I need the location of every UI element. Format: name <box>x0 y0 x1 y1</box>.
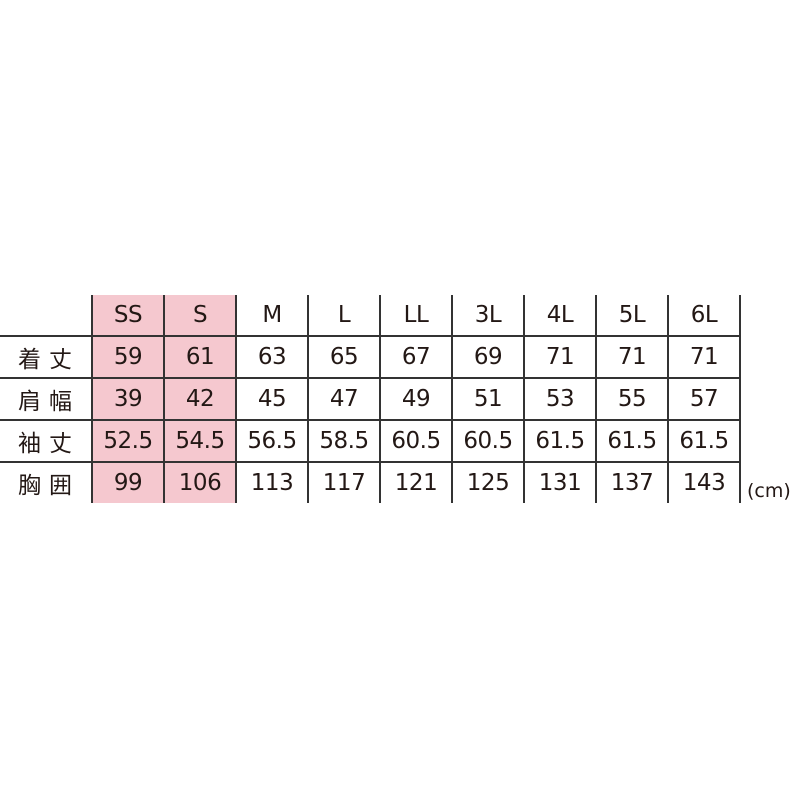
size-header: 4L <box>523 295 597 337</box>
table-cell: 71 <box>523 335 597 379</box>
table-cell: 45 <box>235 377 309 421</box>
row-label: 胸囲 <box>0 461 93 503</box>
table-cell: 61.5 <box>595 419 669 463</box>
table-cell: 51 <box>451 377 525 421</box>
size-header: S <box>163 295 237 337</box>
table-cell: 54.5 <box>163 419 237 463</box>
table-cell: 55 <box>595 377 669 421</box>
corner-cell <box>0 295 93 337</box>
table-cell: 143 <box>667 461 741 503</box>
table-cell: 61 <box>163 335 237 379</box>
table-cell: 53 <box>523 377 597 421</box>
table-cell: 131 <box>523 461 597 503</box>
table-cell: 113 <box>235 461 309 503</box>
table-cell: 137 <box>595 461 669 503</box>
size-header: 3L <box>451 295 525 337</box>
table-cell: 61.5 <box>523 419 597 463</box>
table-cell: 47 <box>307 377 381 421</box>
size-header: 6L <box>667 295 741 337</box>
table-cell: 61.5 <box>667 419 741 463</box>
table-cell: 99 <box>91 461 165 503</box>
size-header: M <box>235 295 309 337</box>
table-row: 肩幅 39 42 45 47 49 51 53 55 57 <box>0 377 741 421</box>
row-label: 袖丈 <box>0 419 93 463</box>
table-cell: 106 <box>163 461 237 503</box>
table-row: 着丈 59 61 63 65 67 69 71 71 71 <box>0 335 741 379</box>
row-label: 着丈 <box>0 335 93 379</box>
size-header: SS <box>91 295 165 337</box>
row-label: 肩幅 <box>0 377 93 421</box>
size-table: SS S M L LL 3L 4L 5L 6L 着丈 59 61 63 65 67 69 71… <box>0 295 741 503</box>
table-cell: 121 <box>379 461 453 503</box>
table-cell: 117 <box>307 461 381 503</box>
table-cell: 59 <box>91 335 165 379</box>
table-cell: 71 <box>595 335 669 379</box>
table-cell: 67 <box>379 335 453 379</box>
table-row: 胸囲 99 106 113 117 121 125 131 137 143 <box>0 461 741 503</box>
table-cell: 65 <box>307 335 381 379</box>
table-cell: 56.5 <box>235 419 309 463</box>
size-header: 5L <box>595 295 669 337</box>
table-cell: 69 <box>451 335 525 379</box>
table-cell: 63 <box>235 335 309 379</box>
size-header: L <box>307 295 381 337</box>
table-row: 袖丈 52.5 54.5 56.5 58.5 60.5 60.5 61.5 61.5 61.5 <box>0 419 741 463</box>
table-cell: 60.5 <box>451 419 525 463</box>
table-cell: 57 <box>667 377 741 421</box>
table-cell: 49 <box>379 377 453 421</box>
unit-label: (cm) <box>747 480 791 502</box>
table-cell: 39 <box>91 377 165 421</box>
table-cell: 71 <box>667 335 741 379</box>
header-row: SS S M L LL 3L 4L 5L 6L <box>0 295 741 337</box>
table-cell: 60.5 <box>379 419 453 463</box>
size-header: LL <box>379 295 453 337</box>
table-cell: 52.5 <box>91 419 165 463</box>
table-cell: 42 <box>163 377 237 421</box>
table-cell: 125 <box>451 461 525 503</box>
table-cell: 58.5 <box>307 419 381 463</box>
